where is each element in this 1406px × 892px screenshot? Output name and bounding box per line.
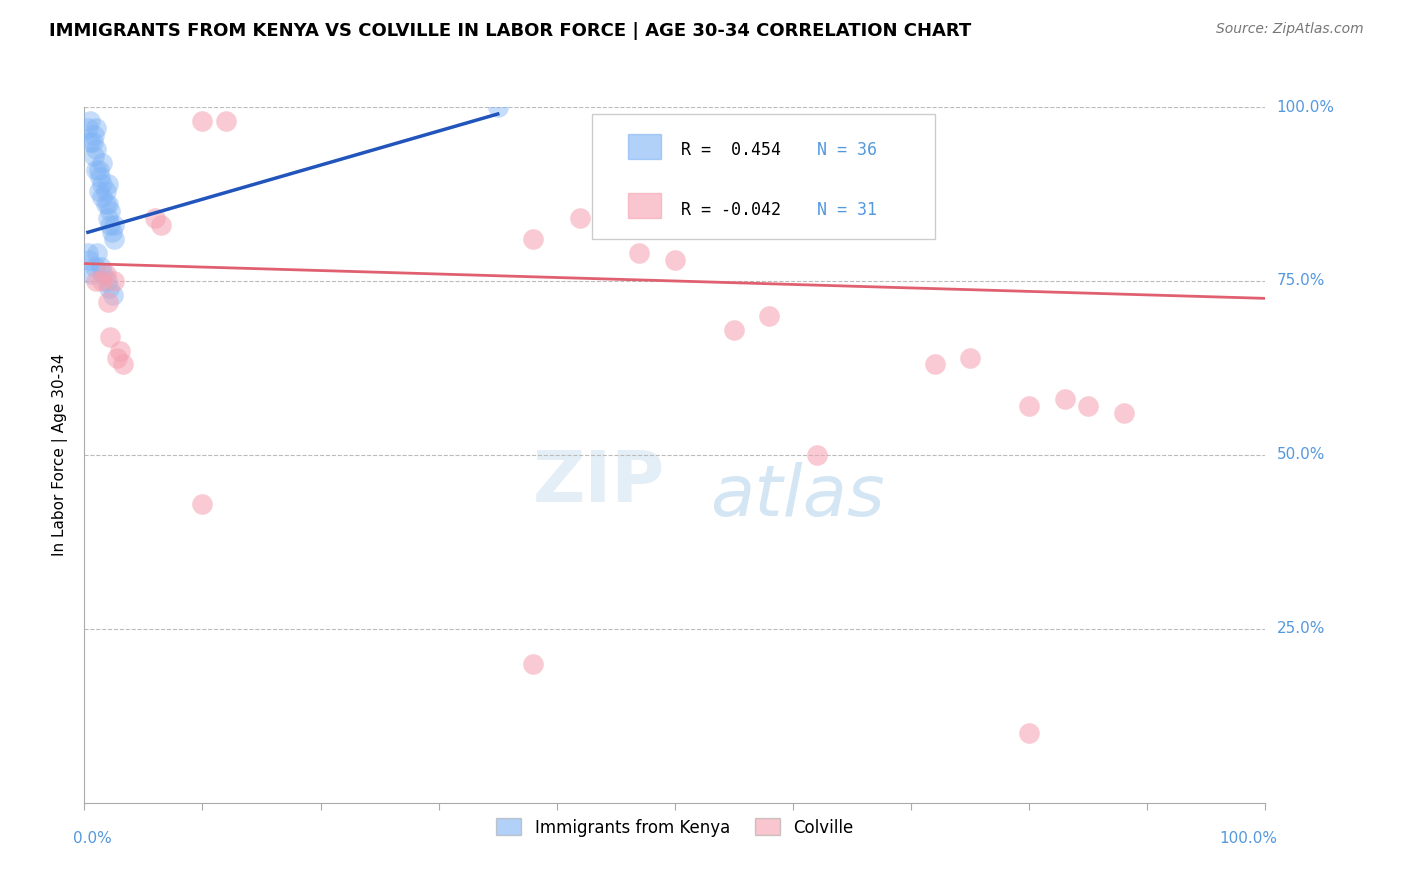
Point [87, 162, 110, 177]
Text: 0.0%: 0.0% [73, 830, 111, 846]
Point [87, 184, 110, 198]
Point [84, 274, 107, 288]
Point [77, 246, 100, 260]
Point [1112, 406, 1135, 420]
Point [83, 149, 105, 163]
Point [522, 232, 544, 246]
Text: IMMIGRANTS FROM KENYA VS COLVILLE IN LABOR FORCE | AGE 30-34 CORRELATION CHART: IMMIGRANTS FROM KENYA VS COLVILLE IN LAB… [49, 22, 972, 40]
Point [143, 211, 166, 226]
Point [94, 267, 117, 281]
FancyBboxPatch shape [592, 114, 935, 239]
Point [91, 267, 114, 281]
Text: 25.0%: 25.0% [1277, 622, 1324, 636]
Point [569, 211, 592, 226]
Point [77, 120, 100, 135]
Point [96, 274, 118, 288]
Point [150, 219, 173, 233]
Point [664, 253, 686, 268]
Point [84, 142, 107, 156]
Point [94, 184, 117, 198]
Point [1018, 726, 1040, 740]
Point [522, 657, 544, 671]
Text: Source: ZipAtlas.com: Source: ZipAtlas.com [1216, 22, 1364, 37]
Point [98, 219, 121, 233]
Point [98, 281, 121, 295]
Point [486, 100, 509, 114]
Point [103, 219, 125, 233]
Point [841, 190, 863, 204]
Point [806, 448, 828, 462]
Point [112, 358, 135, 372]
Text: 50.0%: 50.0% [1277, 448, 1324, 462]
Point [84, 260, 107, 274]
Text: ZIP: ZIP [533, 449, 665, 517]
Point [91, 177, 114, 191]
Point [97, 294, 120, 309]
Point [98, 204, 121, 219]
Point [90, 260, 112, 274]
Point [1018, 399, 1040, 413]
Text: 100.0%: 100.0% [1219, 830, 1277, 846]
Text: N = 31: N = 31 [817, 201, 876, 219]
Point [1077, 399, 1099, 413]
Point [89, 169, 111, 184]
Point [628, 246, 651, 260]
Point [80, 267, 103, 281]
Point [91, 190, 114, 204]
Point [723, 323, 745, 337]
Legend: Immigrants from Kenya, Colville: Immigrants from Kenya, Colville [489, 812, 860, 843]
Text: N = 36: N = 36 [817, 141, 876, 159]
Point [84, 120, 107, 135]
Point [82, 135, 104, 149]
Point [83, 128, 105, 142]
Text: R =  0.454: R = 0.454 [681, 141, 780, 159]
FancyBboxPatch shape [627, 134, 661, 159]
Point [91, 274, 114, 288]
Point [100, 225, 122, 239]
Point [97, 197, 120, 211]
Text: 100.0%: 100.0% [1277, 100, 1334, 114]
Point [215, 114, 238, 128]
Point [103, 274, 125, 288]
Point [924, 358, 946, 372]
Point [103, 232, 125, 246]
Point [1053, 392, 1076, 407]
Point [101, 288, 124, 302]
Point [77, 253, 100, 268]
Point [84, 162, 107, 177]
Point [959, 351, 981, 365]
Text: atlas: atlas [710, 462, 884, 531]
Point [79, 114, 101, 128]
Y-axis label: In Labor Force | Age 30-34: In Labor Force | Age 30-34 [52, 353, 69, 557]
Point [91, 155, 114, 169]
Point [97, 211, 120, 226]
Point [94, 197, 117, 211]
Point [191, 114, 214, 128]
Point [806, 190, 828, 204]
Text: 75.0%: 75.0% [1277, 274, 1324, 288]
Point [98, 329, 121, 343]
Text: R = -0.042: R = -0.042 [681, 201, 780, 219]
Point [79, 135, 101, 149]
Point [108, 343, 131, 358]
FancyBboxPatch shape [627, 193, 661, 219]
Point [107, 351, 129, 365]
Point [191, 497, 214, 511]
Point [97, 177, 120, 191]
Point [758, 309, 780, 323]
Point [86, 246, 108, 260]
